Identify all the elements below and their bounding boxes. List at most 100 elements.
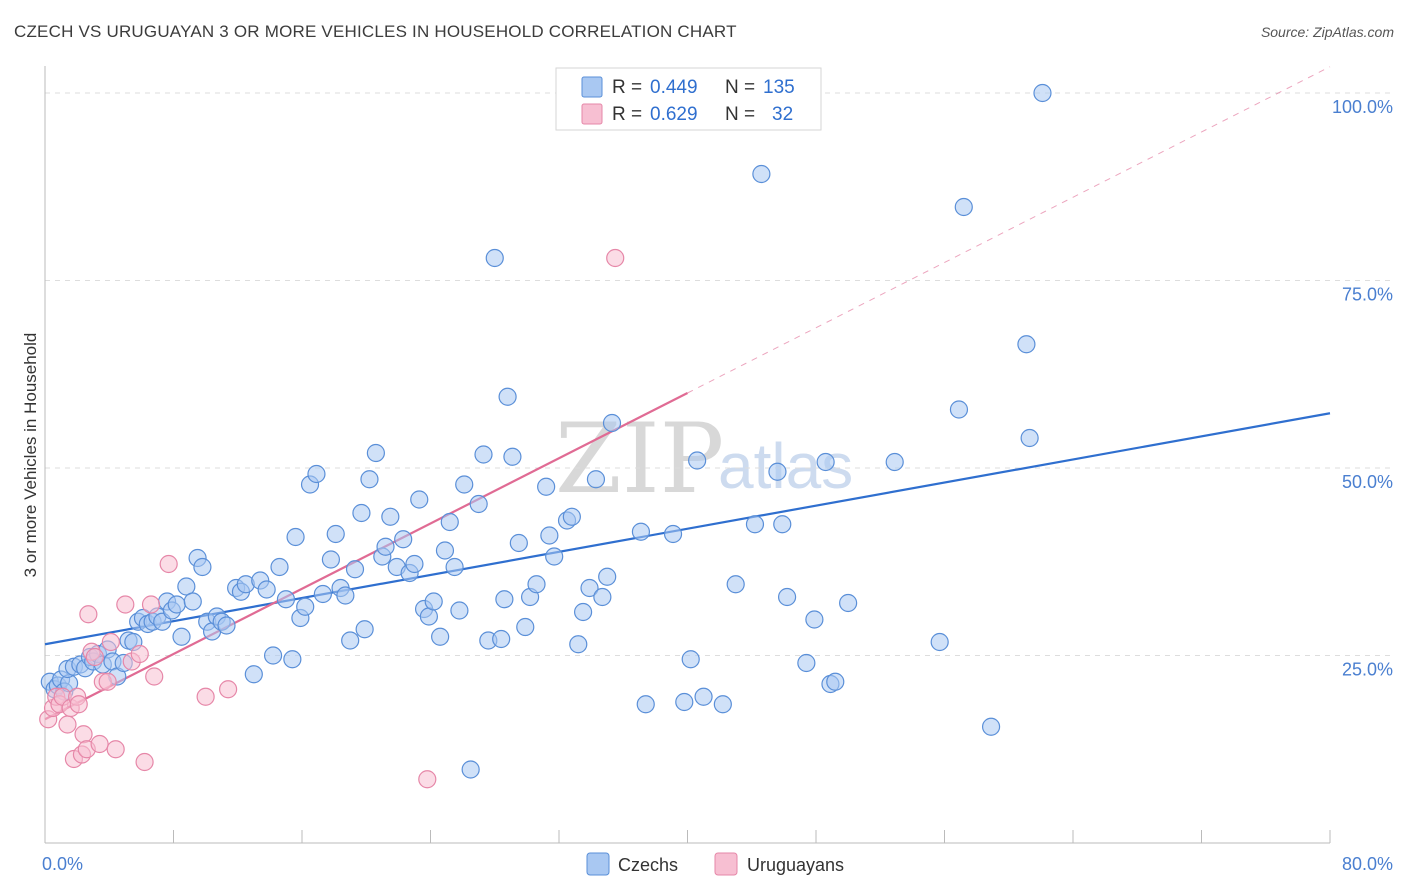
czech-point [586, 470, 606, 489]
czech-point [527, 575, 546, 594]
legend-swatch-czechs [586, 852, 610, 876]
czech-point [540, 526, 559, 545]
czech-point [602, 413, 622, 433]
czech-point [598, 567, 617, 586]
uruguayan-point [74, 725, 93, 744]
czech-point [193, 557, 212, 577]
uruguayan-point [219, 680, 238, 699]
czech-point [167, 595, 186, 614]
czech-point [503, 447, 522, 466]
legend-n-label: N = [725, 104, 755, 125]
uruguayan-point [69, 695, 88, 714]
x-tick-label: 0.0% [42, 854, 83, 874]
czech-point [954, 197, 973, 217]
czech-point [283, 650, 302, 669]
czech-point [286, 527, 305, 547]
legend-n-value: 135 [763, 77, 795, 98]
czech-point [341, 631, 360, 650]
czech-point [485, 248, 504, 268]
czech-point [981, 717, 1001, 736]
uruguayan-point [130, 644, 149, 664]
y-tick-label: 50.0% [1342, 472, 1393, 492]
czech-point [455, 475, 474, 494]
czech-point [1017, 335, 1036, 354]
czech-point [355, 620, 374, 639]
czech-point [435, 541, 455, 560]
czech-point [352, 503, 371, 523]
czech-point [569, 635, 588, 654]
czech-point [509, 533, 528, 553]
czech-point [345, 560, 365, 579]
czech-point [516, 617, 535, 637]
uruguayan-point [98, 672, 117, 691]
czech-trend-line [44, 412, 1331, 646]
legend-label-uruguayans: Uruguayans [747, 855, 844, 875]
czech-point [498, 387, 517, 406]
czech-point [1020, 428, 1039, 448]
czech-point [172, 627, 191, 646]
grid [45, 92, 1393, 656]
czech-point [469, 494, 488, 514]
data-points [39, 83, 1052, 789]
czech-point [376, 537, 395, 556]
czech-point [336, 586, 355, 605]
czech-point [244, 665, 263, 684]
czech-point [1033, 83, 1052, 103]
czech-point [537, 477, 556, 496]
czech-point [450, 601, 469, 620]
chart-title: CZECH VS URUGUAYAN 3 OR MORE VEHICLES IN… [14, 22, 737, 41]
czech-point [217, 616, 236, 635]
czech-point [930, 632, 949, 652]
legend-r-label: R = [612, 104, 642, 125]
uruguayan-point [85, 647, 104, 667]
czech-point [440, 512, 459, 532]
legend-label-czechs: Czechs [618, 855, 678, 875]
czech-point [461, 760, 480, 779]
czech-point [688, 451, 707, 470]
czech-point [495, 590, 514, 609]
czech-point [777, 587, 797, 607]
trend-line-extension [687, 66, 1331, 394]
czech-point [797, 653, 816, 673]
czech-point [593, 587, 612, 607]
czech-point [296, 597, 315, 616]
czech-point [276, 590, 296, 609]
czech-point [580, 578, 599, 598]
x-tick-label: 80.0% [1342, 854, 1393, 874]
tick-labels: 25.0% 50.0% 75.0% 100.0% 0.0% 80.0% [42, 97, 1393, 874]
uruguayan-point [418, 770, 437, 789]
czech-point [713, 695, 732, 714]
czech-point [768, 462, 787, 481]
uruguayan-point [116, 595, 135, 614]
czech-point [805, 610, 824, 629]
czech-point [394, 530, 413, 549]
uruguayan-point [135, 752, 154, 772]
y-tick-label: 75.0% [1342, 285, 1393, 305]
czech-point [663, 524, 683, 544]
uruguayan-point [58, 715, 77, 734]
czech-point [474, 445, 493, 464]
czech-point [366, 443, 385, 463]
legend-r-value: 0.449 [650, 77, 698, 98]
czech-point [752, 164, 771, 184]
czech-point [270, 557, 289, 577]
uruguayan-point [90, 734, 109, 754]
uruguayan-point [106, 740, 125, 759]
legend-swatch-uruguayans [714, 852, 738, 876]
czech-point [410, 490, 429, 509]
czech-point [545, 547, 564, 566]
legend-n-value: 32 [772, 104, 793, 125]
uruguayan-point [101, 632, 120, 652]
czech-point [183, 592, 202, 611]
y-axis-label: 3 or more Vehicles in Household [21, 333, 40, 578]
uruguayan-point [141, 595, 161, 614]
czech-point [675, 692, 694, 712]
uruguayan-point [159, 554, 178, 574]
uruguayan-point [145, 667, 164, 686]
czech-point [326, 524, 345, 544]
czech-point [257, 580, 276, 599]
source-label: Source: ZipAtlas.com [1260, 24, 1394, 40]
czech-point [313, 584, 332, 604]
legend-swatch-czechs [581, 76, 603, 98]
